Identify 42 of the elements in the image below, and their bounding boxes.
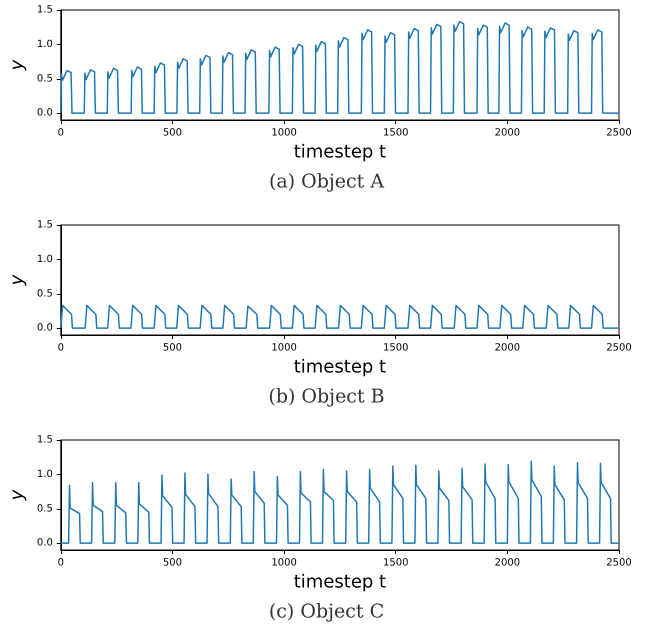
y-tick-label: 1.5 <box>36 434 53 446</box>
x-tick-label: 1500 <box>382 558 408 568</box>
y-tick-label: 0.5 <box>36 288 53 300</box>
x-tick-label: 500 <box>162 558 182 568</box>
text: (b) Object B <box>268 386 385 408</box>
y-axis-title: y <box>6 489 28 502</box>
y-axis-title: y <box>6 274 28 286</box>
x-axis-title: timestep t <box>294 356 386 378</box>
x-tick-label: 2500 <box>606 342 632 354</box>
x-tick-label: 1000 <box>271 128 297 138</box>
y-tick-label: 0.0 <box>36 538 53 549</box>
line-series <box>60 460 620 544</box>
x-tick-label: 0 <box>58 128 64 138</box>
y-tick-label: 0.5 <box>36 73 53 84</box>
x-tick-label: 2000 <box>494 342 520 354</box>
x-tick-label: 0 <box>58 558 64 568</box>
x-tick-label: 2500 <box>606 558 632 568</box>
line-series <box>60 304 620 329</box>
y-tick-label: 1.0 <box>36 254 53 265</box>
x-tick-label: 0 <box>58 342 64 354</box>
x-tick-label: 1500 <box>382 128 408 138</box>
y-tick-label: 0.5 <box>36 503 53 514</box>
x-tick-label: 500 <box>162 128 182 138</box>
line-series <box>60 20 620 114</box>
y-tick-label: 1.0 <box>36 38 53 50</box>
y-axis-title: y <box>6 59 28 72</box>
x-tick-label: 1000 <box>271 558 297 568</box>
x-tick-label: 500 <box>162 342 182 354</box>
y-tick-label: 0.0 <box>36 322 53 334</box>
x-axis-title: timestep t <box>294 141 386 162</box>
text: (c) Object C <box>268 600 384 622</box>
y-tick-label: 1.5 <box>36 4 53 16</box>
x-tick-label: 2500 <box>606 128 632 138</box>
y-tick-label: 1.0 <box>36 468 53 480</box>
x-tick-label: 1500 <box>382 342 408 354</box>
x-axis-title: timestep t <box>294 571 386 592</box>
x-tick-label: 2000 <box>494 558 520 568</box>
y-tick-label: 0.0 <box>36 108 53 119</box>
text: (a) Object A <box>268 170 384 192</box>
x-tick-label: 1000 <box>271 342 297 354</box>
x-tick-label: 2000 <box>494 128 520 138</box>
y-tick-label: 1.5 <box>36 220 53 230</box>
